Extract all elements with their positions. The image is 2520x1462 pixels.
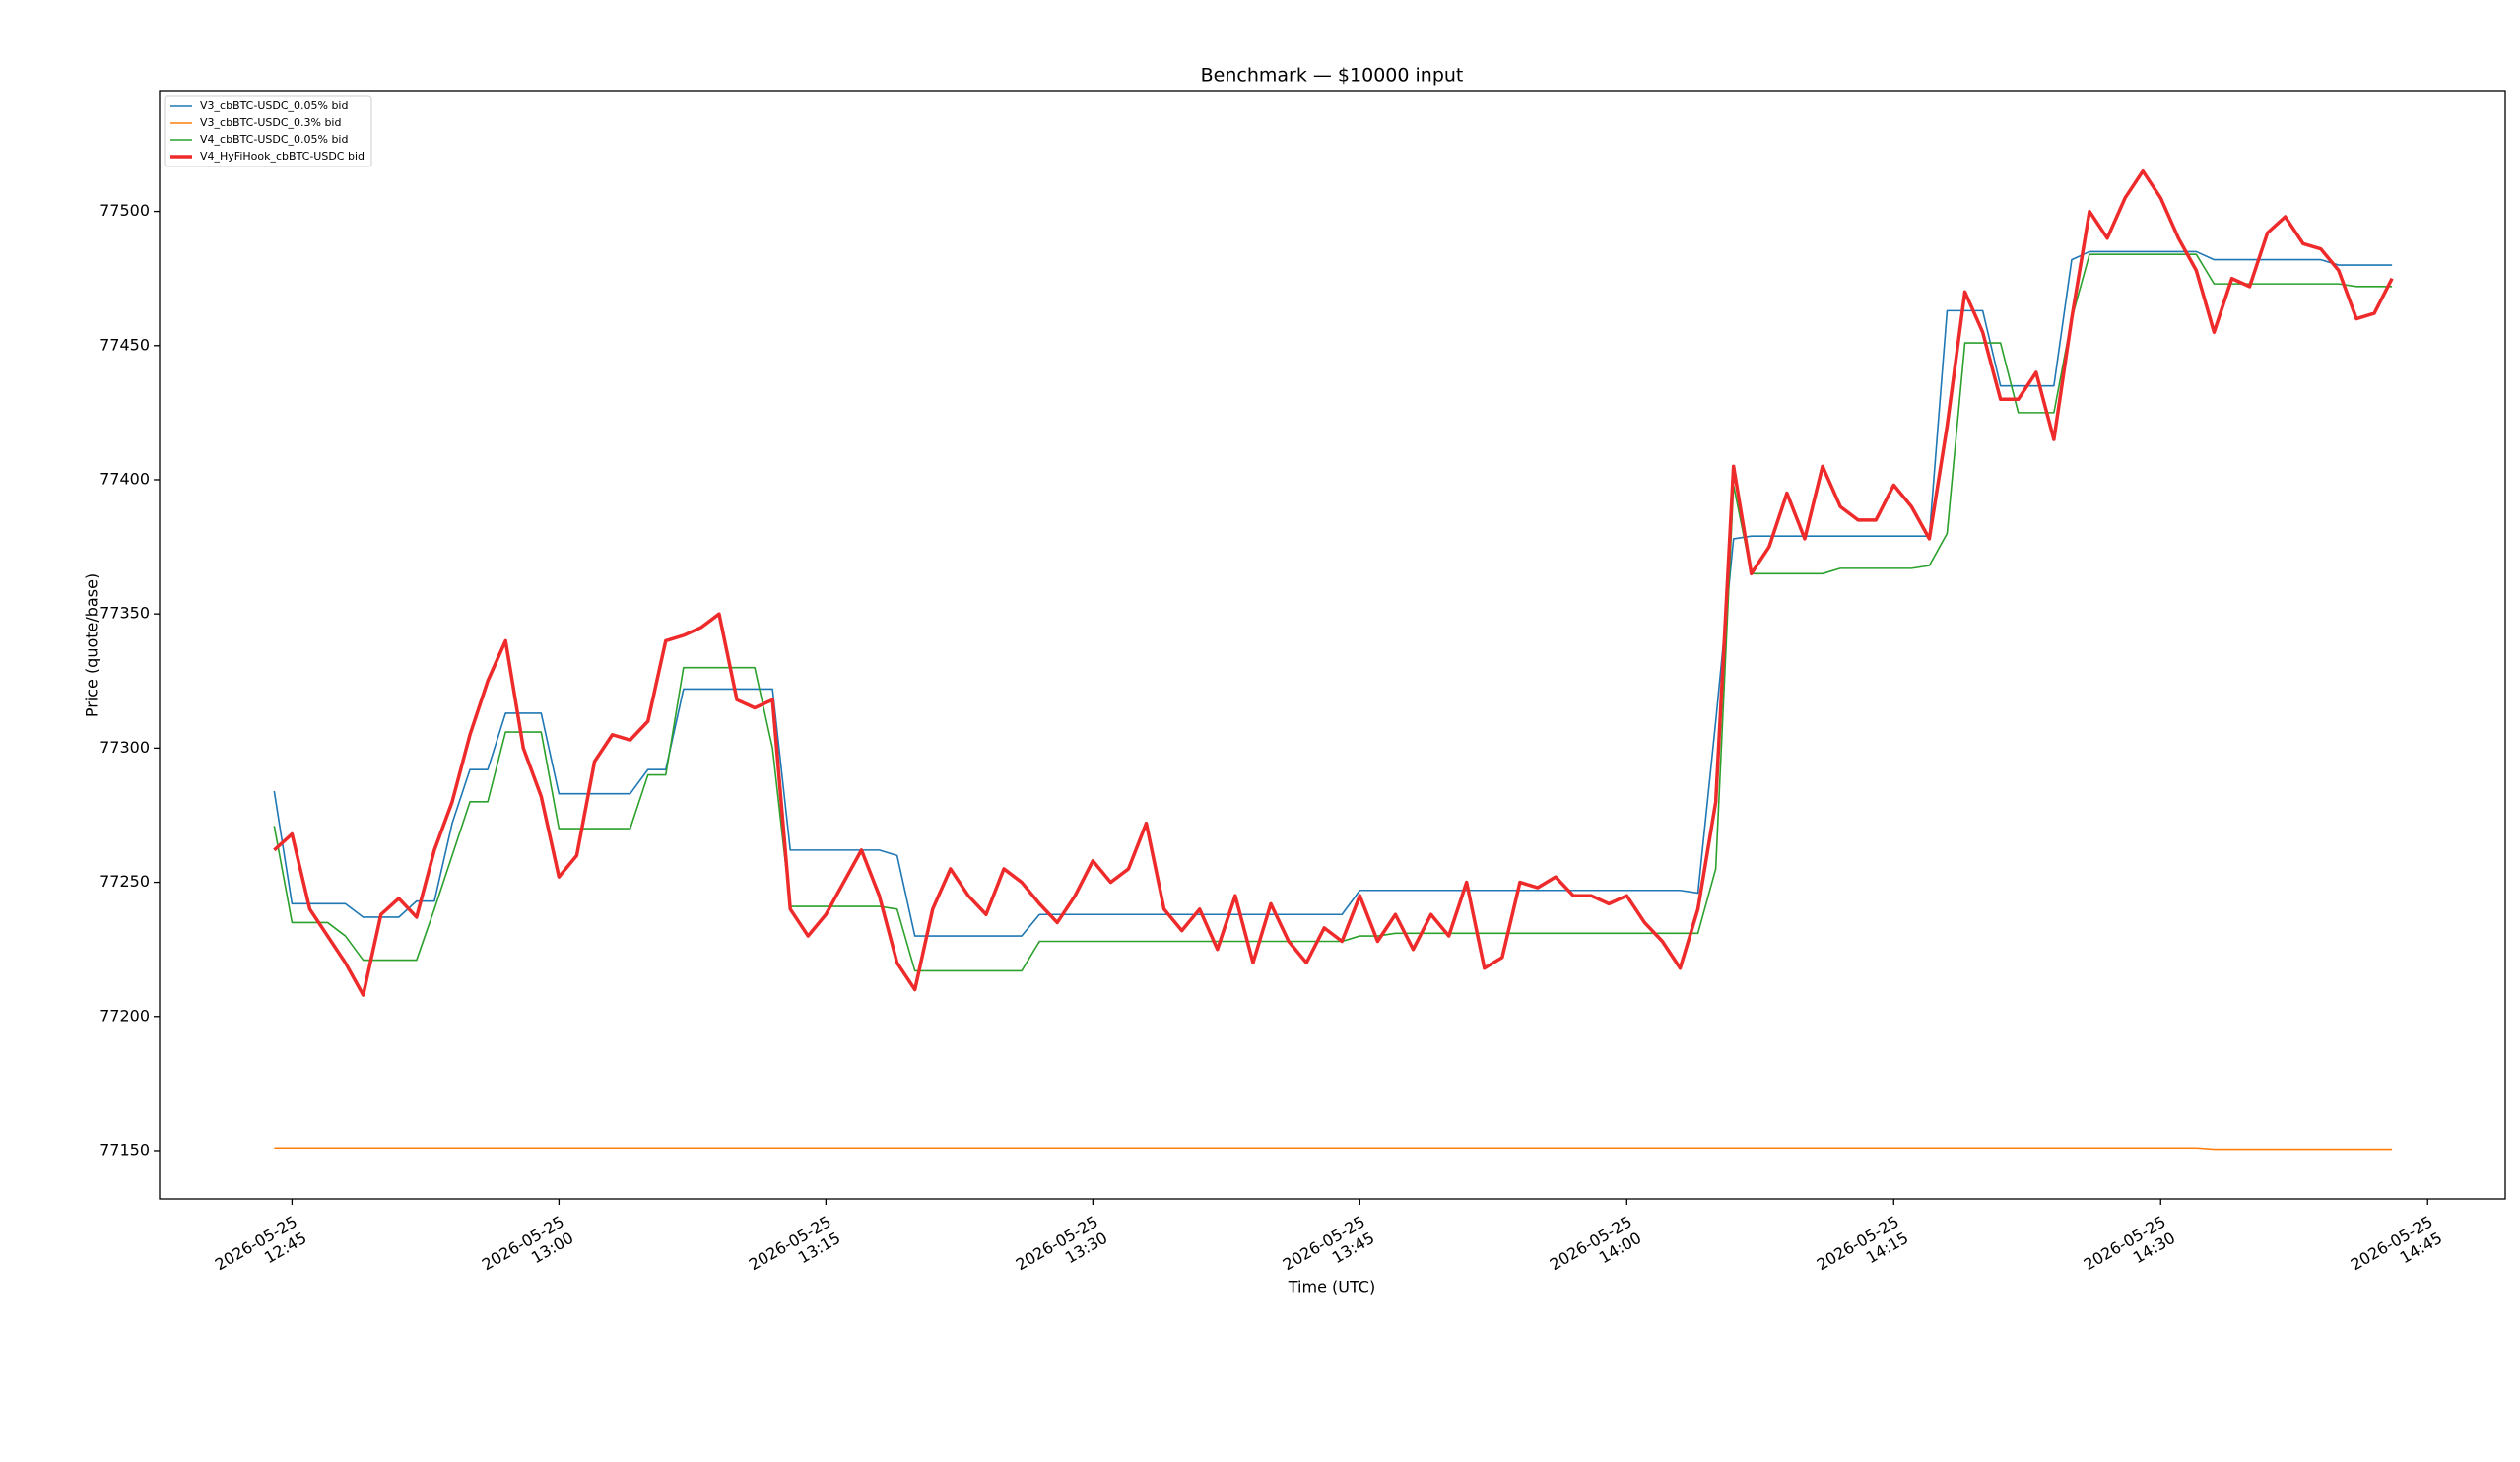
series-line: [274, 1147, 2393, 1151]
x-tick-label: 2026-05-2514:30: [2080, 1212, 2178, 1290]
plot-frame: [159, 90, 2506, 1200]
chart-title: Benchmark — $10000 input: [1201, 65, 1464, 87]
x-tick-label: 2026-05-2514:00: [1547, 1212, 1645, 1290]
x-tick-label: 2026-05-2512:45: [212, 1212, 310, 1290]
y-tick-label: 77200: [99, 1006, 150, 1025]
legend-label: V3_cbBTC-USDC_0.05% bid: [200, 100, 348, 112]
x-tick-label: 2026-05-2513:00: [479, 1212, 577, 1290]
x-tick-label: 2026-05-2513:30: [1013, 1212, 1111, 1290]
y-tick-label: 77400: [99, 469, 150, 488]
series-line: [273, 253, 2393, 972]
series-line: [273, 168, 2394, 997]
x-axis-label: Time (UTC): [1288, 1278, 1375, 1296]
x-tick-label: 2026-05-2514:15: [1814, 1212, 1912, 1290]
y-tick-label: 77300: [99, 738, 150, 757]
y-tick-label: 77450: [99, 335, 150, 354]
legend-label: V4_cbBTC-USDC_0.05% bid: [200, 133, 348, 146]
legend-label: V3_cbBTC-USDC_0.3% bid: [200, 116, 341, 129]
y-tick-label: 77500: [99, 201, 150, 220]
legend-box: [164, 95, 372, 167]
y-tick-label: 77350: [99, 604, 150, 623]
x-tick-label: 2026-05-2514:45: [2347, 1212, 2445, 1290]
y-tick-label: 77150: [99, 1140, 150, 1159]
x-tick-label: 2026-05-2513:15: [746, 1212, 844, 1290]
legend-label: V4_HyFiHook_cbBTC-USDC bid: [200, 150, 365, 163]
y-axis-label: Price (quote/base): [83, 573, 101, 717]
y-tick-label: 77250: [99, 872, 150, 891]
